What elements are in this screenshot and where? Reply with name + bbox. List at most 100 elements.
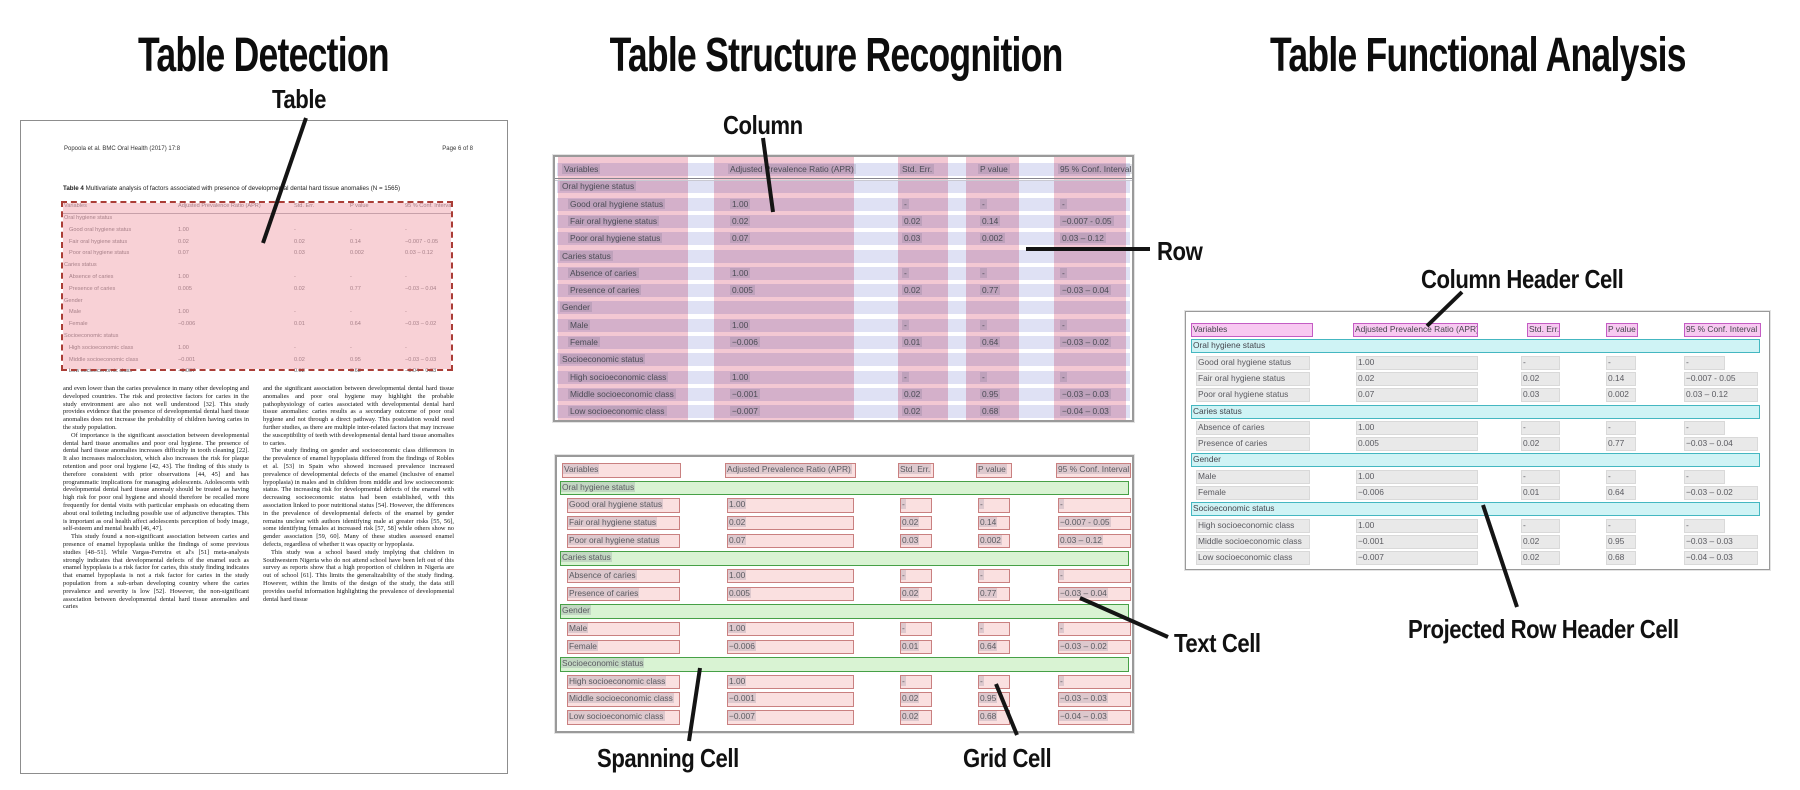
structure-cell-text: Middle socioeconomic class bbox=[568, 388, 676, 399]
structure-section-text: Gender bbox=[560, 302, 592, 313]
grid-cell-box: 0.02 bbox=[900, 710, 932, 725]
text-cell-box: 0.02 bbox=[1521, 437, 1560, 452]
structure-header-text: Std. Err. bbox=[900, 164, 935, 174]
structure-cell-text: 0.02 bbox=[902, 215, 923, 226]
structure-cells-table: Variables Adjusted Prevalence Ratio (APR)… bbox=[555, 455, 1134, 733]
callout-projected-row-header-cell: Projected Row Header Cell bbox=[1408, 614, 1679, 644]
text-cell-box: 1.00 bbox=[1356, 420, 1478, 435]
text-cell-box: - bbox=[1606, 518, 1636, 533]
structure-cell-text: - bbox=[902, 267, 909, 278]
text-cell-box: 0.03 bbox=[1521, 388, 1560, 403]
structure-cell-text: −0.007 bbox=[730, 406, 760, 417]
text-cell-box: 0.002 bbox=[1606, 388, 1636, 403]
text-cell-box: −0.04 – 0.03 bbox=[1684, 551, 1758, 566]
text-cell-box: −0.03 – 0.04 bbox=[1684, 437, 1758, 452]
document-page-number: Page 6 of 8 bbox=[442, 146, 473, 152]
grid-cell-box: 0.02 bbox=[900, 692, 932, 707]
column-band bbox=[1054, 157, 1126, 420]
table-detection-box-fill bbox=[63, 203, 451, 369]
structure-cell-text: - bbox=[980, 267, 987, 278]
text-cell-box: - bbox=[1521, 518, 1560, 533]
grid-cell-box: −0.03 – 0.02 bbox=[1058, 639, 1131, 654]
document-paragraph: and even lower than the caries prevalenc… bbox=[63, 385, 249, 431]
structure-cell-text: Low socioeconomic class bbox=[568, 406, 667, 417]
grid-cell-box: Std. Err. bbox=[898, 463, 934, 478]
grid-cell-box: −0.006 bbox=[727, 639, 854, 654]
text-cell-box: 0.02 bbox=[1521, 371, 1560, 386]
text-cell-box: Absence of caries bbox=[1196, 420, 1310, 435]
structure-cell-text: - bbox=[1060, 319, 1067, 330]
spanning-cell-box: Socioeconomic status bbox=[560, 657, 1129, 672]
panel-title-table-detection: Table Detection bbox=[138, 29, 389, 82]
grid-cell-box: - bbox=[900, 498, 932, 513]
structure-cell-text: 0.03 bbox=[902, 233, 923, 244]
grid-cell-box: 0.005 bbox=[727, 586, 854, 602]
spanning-cell-box: Caries status bbox=[560, 551, 1129, 566]
header-rule bbox=[555, 180, 1132, 181]
grid-cell-box: 0.07 bbox=[727, 533, 854, 549]
grid-cell-box: - bbox=[900, 621, 932, 637]
grid-cell-box: Low socioeconomic class bbox=[567, 710, 680, 725]
structure-cell-text: - bbox=[1060, 198, 1067, 209]
grid-cell-box: −0.007 bbox=[727, 710, 854, 725]
grid-cell-box: Presence of caries bbox=[567, 586, 680, 602]
text-cell-box: - bbox=[1684, 518, 1725, 533]
structure-cell-text: 0.95 bbox=[980, 388, 1001, 399]
structure-cell-text: 1.00 bbox=[730, 319, 751, 330]
text-cell-box: Presence of caries bbox=[1196, 437, 1310, 452]
structure-section-text: Socioeconomic status bbox=[560, 354, 646, 365]
structure-cell-text: 0.03 – 0.12 bbox=[1060, 233, 1106, 244]
structure-cell-text: Presence of caries bbox=[568, 285, 642, 296]
structure-header-text: 95 % Conf. Interval bbox=[1058, 164, 1132, 174]
structure-cell-text: - bbox=[980, 198, 987, 209]
structure-cell-text: - bbox=[902, 319, 909, 330]
grid-cell-box: Absence of caries bbox=[567, 568, 680, 584]
structure-cell-text: 1.00 bbox=[730, 267, 751, 278]
text-cell-box: 1.00 bbox=[1356, 355, 1478, 370]
doc-table-cell: −0.04 – 0.03 bbox=[405, 368, 437, 375]
text-cell-box: 0.02 bbox=[1521, 534, 1560, 549]
grid-cell-box: - bbox=[978, 498, 1010, 513]
grid-cell-box: Adjusted Prevalence Ratio (APR) bbox=[725, 463, 856, 478]
structure-cell-text: −0.001 bbox=[730, 388, 760, 399]
text-cell-box: - bbox=[1684, 355, 1725, 370]
structure-cell-text: Fair oral hygiene status bbox=[568, 215, 660, 226]
text-cell-box: 0.77 bbox=[1606, 437, 1636, 452]
grid-cell-box: 1.00 bbox=[727, 568, 854, 584]
spanning-cell-box: Oral hygiene status bbox=[560, 480, 1129, 496]
projected-row-header-cell-box: Caries status bbox=[1191, 404, 1760, 419]
text-cell-box: 0.01 bbox=[1521, 486, 1560, 500]
grid-cell-box: −0.001 bbox=[727, 692, 854, 707]
grid-cell-box: 0.002 bbox=[978, 533, 1010, 549]
doc-table-cell: −0.007 bbox=[178, 368, 196, 375]
structure-cell-text: Absence of caries bbox=[568, 267, 639, 278]
grid-cell-box: 1.00 bbox=[727, 674, 854, 690]
structure-cell-text: −0.007 - 0.05 bbox=[1060, 215, 1114, 226]
structure-section-text: Caries status bbox=[560, 250, 613, 261]
structure-cell-text: - bbox=[1060, 267, 1067, 278]
text-cell-box: 0.95 bbox=[1606, 534, 1636, 549]
grid-cell-box: 95 % Conf. Interval bbox=[1056, 463, 1131, 478]
structure-cell-text: 0.002 bbox=[980, 233, 1005, 244]
structure-cell-text: 0.77 bbox=[980, 285, 1001, 296]
column-band bbox=[714, 157, 854, 420]
text-cell-box: 0.07 bbox=[1356, 388, 1478, 403]
grid-cell-box: 0.03 bbox=[900, 533, 932, 549]
header-rule bbox=[555, 178, 1132, 179]
grid-cell-box: 0.64 bbox=[978, 639, 1010, 654]
text-cell-box: Fair oral hygiene status bbox=[1196, 371, 1310, 386]
grid-cell-box: 0.77 bbox=[978, 586, 1010, 602]
text-cell-box: Low socioeconomic class bbox=[1196, 551, 1310, 566]
callout-column: Column bbox=[723, 110, 803, 140]
document-page: Popoola et al. BMC Oral Health (2017) 17… bbox=[20, 120, 508, 774]
document-paragraph: The study finding on gender and socioeco… bbox=[263, 447, 454, 548]
structure-cell-text: 0.02 bbox=[730, 215, 751, 226]
text-cell-box: −0.007 - 0.05 bbox=[1684, 371, 1758, 386]
structure-header-text: P value bbox=[978, 164, 1010, 174]
text-cell-box: 0.14 bbox=[1606, 371, 1636, 386]
text-cell-box: 0.005 bbox=[1356, 437, 1478, 452]
document-running-header: Popoola et al. BMC Oral Health (2017) 17… bbox=[64, 146, 181, 152]
structure-cell-text: −0.04 – 0.03 bbox=[1060, 406, 1111, 417]
text-cell-box: Poor oral hygiene status bbox=[1196, 388, 1310, 403]
